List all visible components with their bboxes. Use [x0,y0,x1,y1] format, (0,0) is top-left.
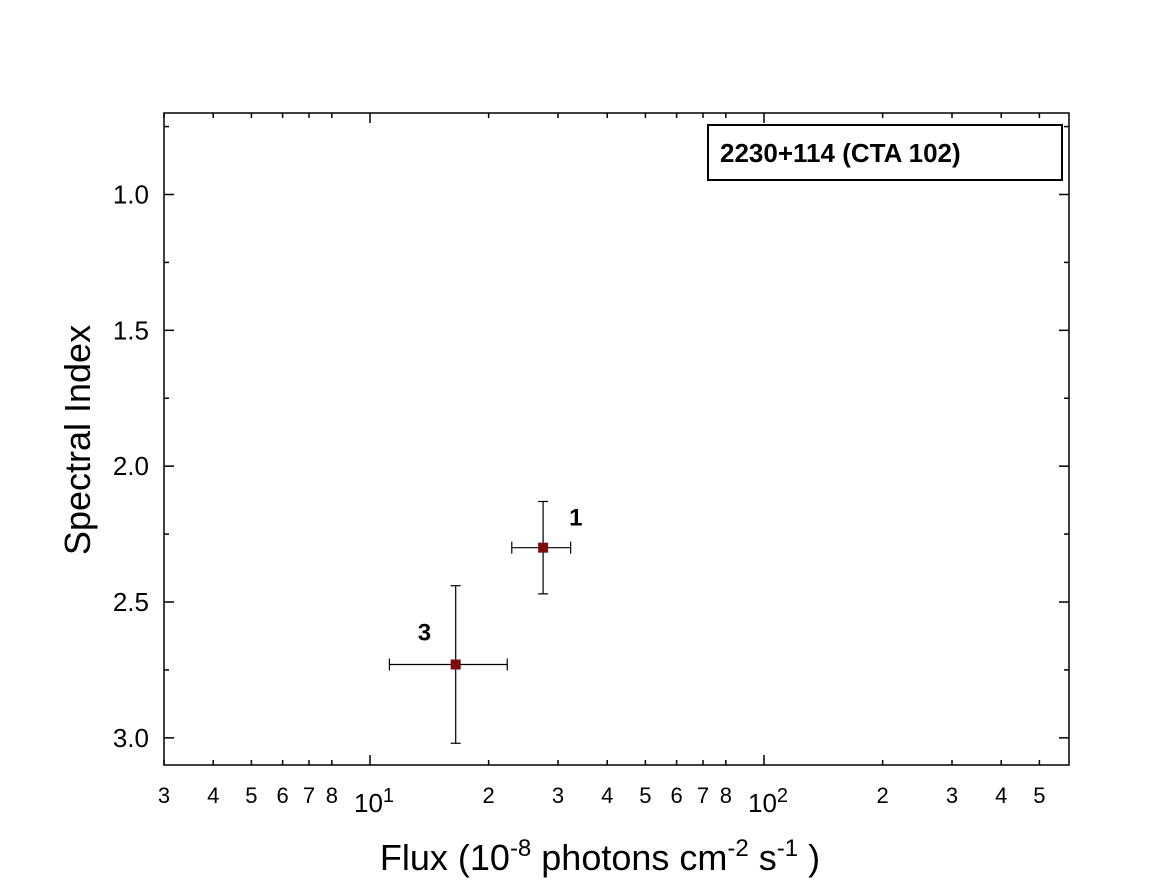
x-tick-label: 5 [639,783,651,808]
x-tick-label: 3 [552,783,564,808]
plot-frame [163,112,1070,766]
data-point-1: 1 [511,500,582,595]
y-axis-ticks: 1.0 1.5 2.0 2.5 3.0 [113,125,1069,753]
x-axis-ticks: 3 4 5 6 7 8 101 2 3 4 5 6 7 8 102 2 3 4 5 [158,113,1046,818]
point-label: 1 [569,505,582,532]
x-axis-title: Flux (10-8 photons cm-2 s-1 ) [380,835,820,878]
y-tick-label: 1.0 [113,180,149,210]
x-tick-label: 8 [720,783,732,808]
y-tick-label: 3.0 [113,723,149,753]
y-tick-label: 2.0 [113,451,149,481]
x-tick-label: 6 [276,783,288,808]
data-points: 13 [388,500,582,744]
data-point-3: 3 [388,585,508,744]
x-tick-label: 4 [601,783,613,808]
x-tick-label: 2 [876,783,888,808]
y-tick-label: 2.5 [113,587,149,617]
x-tick-label: 4 [995,783,1007,808]
x-tick-label: 6 [670,783,682,808]
x-tick-label: 3 [158,783,170,808]
y-tick-label: 1.5 [113,315,149,345]
x-tick-label: 4 [207,783,219,808]
point-marker [450,659,461,670]
x-tick-label: 5 [245,783,257,808]
chart-title: 2230+114 (CTA 102) [720,138,961,168]
x-tick-label: 101 [354,785,394,818]
title-box-frame [707,124,1063,181]
point-marker [538,542,549,553]
x-tick-label: 2 [482,783,494,808]
point-label: 3 [418,619,431,646]
chart-title-box: 2230+114 (CTA 102) [707,124,1063,181]
x-tick-label: 3 [946,783,958,808]
x-tick-label: 5 [1033,783,1045,808]
y-axis-title: Spectral Index [57,325,98,555]
x-tick-label: 7 [697,783,709,808]
x-tick-label: 7 [303,783,315,808]
x-tick-label: 102 [748,785,788,818]
x-tick-label: 8 [326,783,338,808]
